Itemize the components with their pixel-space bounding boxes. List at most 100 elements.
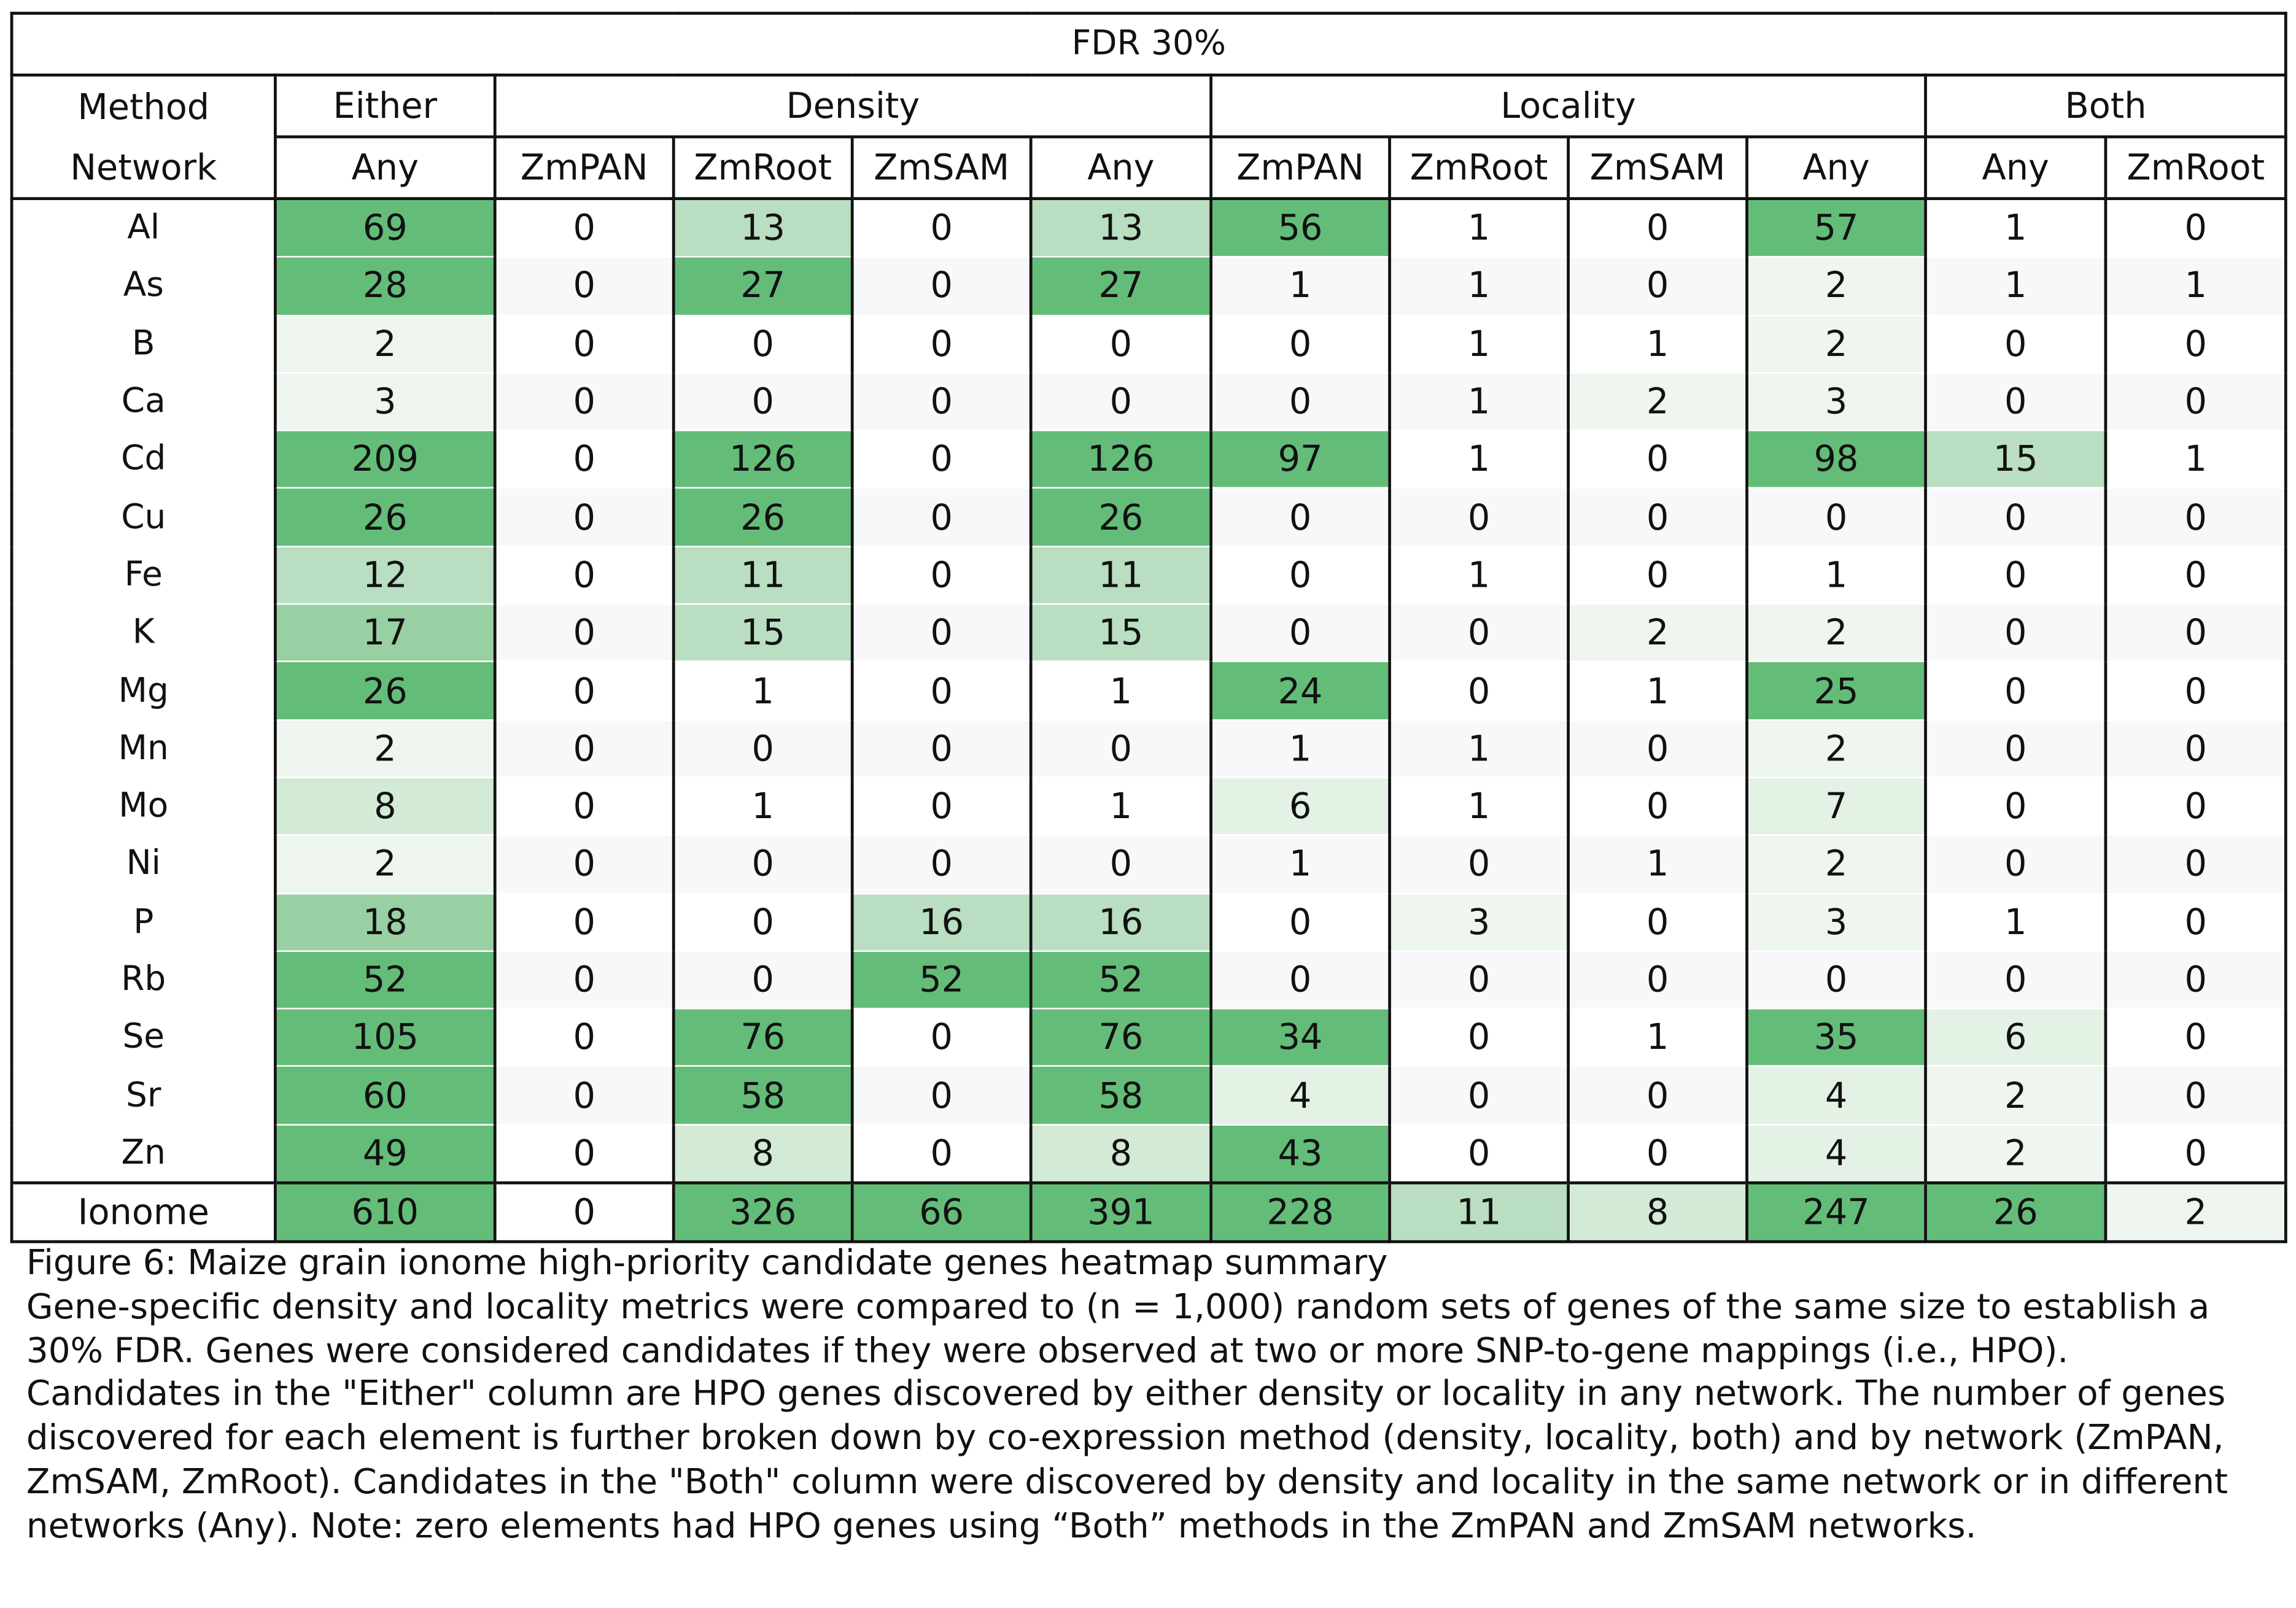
heatmap-cell: 0 (493, 197, 675, 258)
heatmap-cell: 0 (1209, 950, 1391, 1009)
heatmap-cell: 57 (1745, 197, 1927, 258)
total-cell: 0 (493, 1181, 675, 1243)
heatmap-cell: 60 (274, 1065, 497, 1124)
heatmap-cell: 126 (1029, 430, 1212, 489)
heatmap-cell: 1 (1924, 197, 2108, 258)
heatmap-cell: 2 (1745, 834, 1927, 894)
heatmap-cell: 0 (493, 1123, 675, 1183)
row-header-network: Network (10, 136, 277, 201)
heatmap-cell: 1 (1029, 661, 1212, 720)
heatmap-cell: 0 (1209, 487, 1391, 546)
caption-title: Figure 6: Maize grain ionome high-priori… (26, 1242, 1388, 1283)
table-row: Fe 12 0 11 0 11 0 1 0 1 0 0 (10, 545, 2287, 605)
heatmap-cell: 0 (2104, 1008, 2287, 1067)
total-cell: 610 (274, 1181, 497, 1243)
heatmap-cell: 0 (493, 1065, 675, 1124)
heatmap-cell: 0 (1924, 950, 2108, 1009)
heatmap-cell: 4 (1209, 1065, 1391, 1124)
heatmap-cell: 3 (1745, 892, 1927, 951)
total-cell: 26 (1924, 1181, 2108, 1243)
heatmap-cell: 0 (2104, 834, 2287, 894)
element-label: Se (10, 1008, 277, 1067)
heatmap-cell: 0 (850, 1008, 1033, 1067)
heatmap-cell: 76 (672, 1008, 854, 1067)
heatmap-cell: 0 (1567, 545, 1748, 605)
element-label: Mg (10, 661, 277, 720)
heatmap-cell: 0 (1567, 1065, 1748, 1124)
heatmap-cell: 1 (1388, 256, 1570, 315)
table-row: Mg 26 0 1 0 1 24 0 1 25 0 0 (10, 661, 2287, 720)
heatmap-cell: 1 (1209, 719, 1391, 778)
heatmap-cell: 1 (1567, 1008, 1748, 1067)
heatmap-cell: 0 (493, 834, 675, 894)
heatmap-cell: 8 (274, 776, 497, 835)
heatmap-cell: 1 (1924, 892, 2108, 951)
heatmap-cell: 43 (1209, 1123, 1391, 1183)
heatmap-cell: 0 (672, 314, 854, 373)
heatmap-cell: 0 (1924, 776, 2108, 835)
network-header: ZmPAN (1209, 135, 1391, 201)
heatmap-cell: 0 (850, 1123, 1033, 1183)
heatmap-cell: 76 (1029, 1008, 1212, 1067)
heatmap-cell: 1 (1567, 661, 1748, 720)
heatmap-cell: 0 (2104, 661, 2287, 720)
network-header: ZmRoot (672, 135, 854, 201)
heatmap-cell: 0 (1388, 661, 1570, 720)
heatmap-cell: 58 (1029, 1065, 1212, 1124)
total-cell: 66 (850, 1181, 1033, 1243)
heatmap-cell: 0 (2104, 197, 2287, 258)
heatmap-cell: 0 (493, 487, 675, 546)
heatmap-cell: 0 (1567, 197, 1748, 258)
heatmap-cell: 1 (1567, 314, 1748, 373)
heatmap-cell: 2 (1924, 1123, 2108, 1183)
element-label: K (10, 603, 277, 662)
heatmap-cell: 0 (1209, 603, 1391, 662)
heatmap-cell: 0 (1388, 1065, 1570, 1124)
heatmap-cell: 0 (1029, 372, 1212, 431)
heatmap-cell: 126 (672, 430, 854, 489)
heatmap-cell: 0 (1388, 1123, 1570, 1183)
heatmap-cell: 2 (1924, 1065, 2108, 1124)
heatmap-cell: 69 (274, 197, 497, 258)
heatmap-cell: 0 (2104, 487, 2287, 546)
heatmap-cell: 0 (1924, 661, 2108, 720)
caption-body: Gene-specific density and locality metri… (26, 1285, 2228, 1546)
heatmap-cell: 0 (850, 719, 1033, 778)
heatmap-cell: 11 (672, 545, 854, 605)
element-label: As (10, 256, 277, 315)
heatmap-cell: 0 (493, 256, 675, 315)
heatmap-cell: 1 (2104, 430, 2287, 489)
element-label: Cd (10, 430, 277, 489)
heatmap-cell: 17 (274, 603, 497, 662)
heatmap-cell: 1 (1388, 776, 1570, 835)
heatmap-cell: 0 (1567, 950, 1748, 1009)
heatmap-cell: 16 (850, 892, 1033, 951)
heatmap-cell: 0 (1029, 834, 1212, 894)
heatmap-cell: 0 (1924, 372, 2108, 431)
heatmap-cell: 0 (493, 430, 675, 489)
element-label: Ca (10, 372, 277, 431)
heatmap-cell: 97 (1209, 430, 1391, 489)
heatmap-cell: 0 (1924, 487, 2108, 546)
heatmap-cell: 0 (1567, 719, 1748, 778)
network-header: ZmRoot (1388, 135, 1570, 201)
heatmap-cell: 4 (1745, 1123, 1927, 1183)
table-row: Ni 2 0 0 0 0 1 0 1 2 0 0 (10, 834, 2287, 894)
heatmap-cell: 13 (1029, 197, 1212, 258)
heatmap-cell: 0 (2104, 1065, 2287, 1124)
table-total: Ionome 610 0 326 66 391 228 11 8 247 26 2 (10, 1181, 2287, 1243)
network-header: ZmSAM (850, 135, 1033, 201)
element-label: Ni (10, 834, 277, 894)
row-header-method: Method (10, 73, 277, 137)
heatmap-cell: 0 (493, 372, 675, 431)
table-row: Rb 52 0 0 52 52 0 0 0 0 0 0 (10, 950, 2287, 1009)
heatmap-cell: 2 (274, 314, 497, 373)
heatmap-cell: 0 (493, 545, 675, 605)
heatmap-cell: 0 (1388, 1008, 1570, 1067)
heatmap-cell: 56 (1209, 197, 1391, 258)
heatmap-cell: 26 (672, 487, 854, 546)
heatmap-cell: 52 (274, 950, 497, 1009)
heatmap-cell: 98 (1745, 430, 1927, 489)
heatmap-cell: 0 (850, 256, 1033, 315)
